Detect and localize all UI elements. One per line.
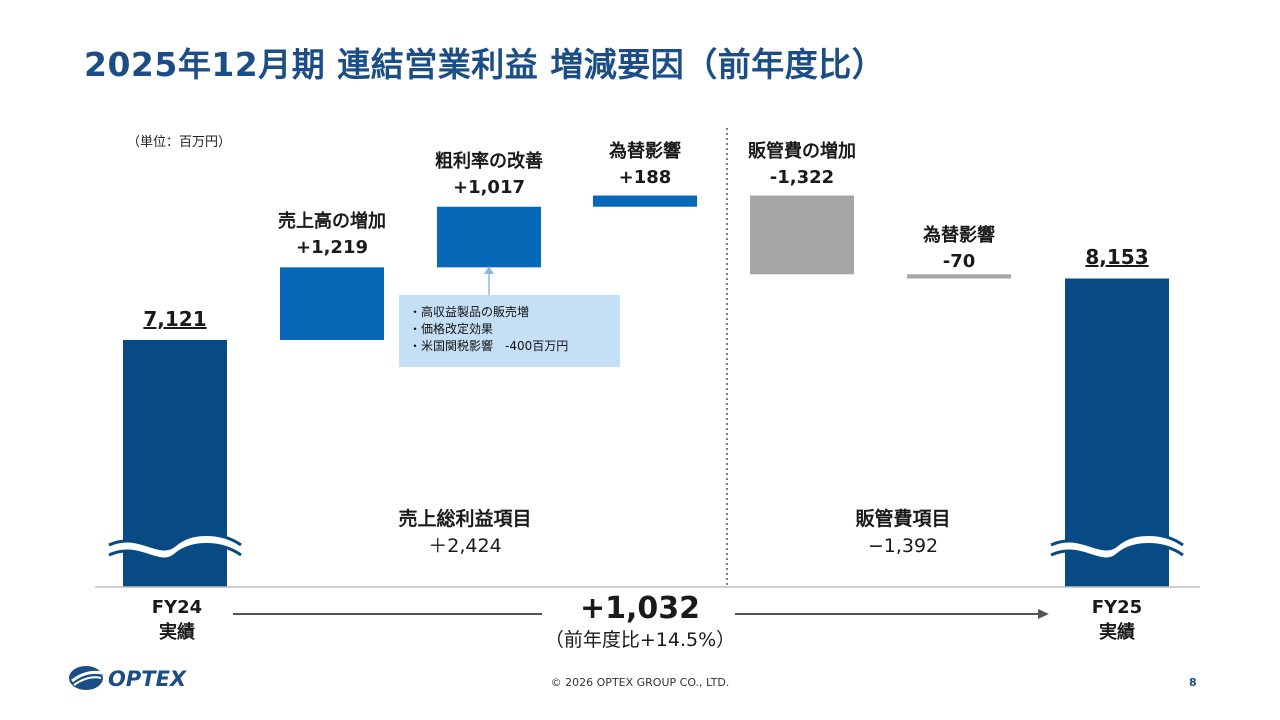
step-label-fx-gain: 為替影響 +188 (609, 139, 681, 191)
total-arrowhead (1038, 609, 1049, 619)
step-name: 為替影響 (923, 225, 995, 246)
copyright-footer: © 2026 OPTEX GROUP CO., LTD. (550, 676, 730, 689)
optex-logo-icon: OPTEX (69, 666, 188, 691)
total-change-value: +1,032 (579, 591, 701, 626)
optex-logo: OPTEX (68, 660, 218, 700)
annotation-arrowhead (484, 266, 494, 274)
group-label-sga: 販管費項目 −1,392 (855, 506, 950, 560)
fy24-value-label: 7,121 (143, 307, 207, 331)
step-name: 販管費の増加 (748, 141, 856, 162)
page-number: 8 (1189, 676, 1197, 689)
unit-label: （単位：百万円） (127, 135, 232, 150)
axis-break-line (108, 543, 242, 561)
bar-fx-gain (593, 195, 697, 207)
fy24-actual: 実績 (158, 622, 195, 643)
bar-sales-increase (280, 267, 384, 340)
axis-break-line (108, 533, 242, 551)
page-title: 2025年12月期 連結営業利益 増減要因（前年度比） (84, 45, 886, 84)
bar-margin-improvement (437, 206, 541, 268)
axis-break-line (1050, 533, 1184, 551)
step-name: 為替影響 (609, 141, 681, 162)
logo-text: OPTEX (108, 667, 188, 691)
group-name: 売上総利益項目 (398, 508, 532, 530)
step-label-fx-loss: 為替影響 -70 (923, 223, 995, 275)
note-item: ・高収益製品の販売増 (409, 305, 530, 319)
note-item: ・価格改定効果 (409, 322, 494, 336)
total-change-percent: （前年度比+14.5%） (544, 629, 736, 651)
axis-break-line (1050, 543, 1184, 561)
step-label-sales: 売上高の増加 +1,219 (278, 209, 386, 261)
fy24-year: FY24 (151, 597, 203, 618)
fy25-actual: 実績 (1098, 622, 1135, 643)
annotation-box: ・高収益製品の販売増 ・価格改定効果 ・米国関税影響 -400百万円 (399, 295, 620, 367)
axis-break-gap (107, 535, 244, 559)
step-name: 粗利率の改善 (435, 151, 543, 172)
axis-break-gap (1049, 535, 1186, 559)
bar-fx-loss (907, 274, 1011, 279)
step-value: +1,017 (452, 177, 526, 198)
bar-sga-increase (750, 195, 854, 275)
note-item: ・米国関税影響 -400百万円 (409, 339, 569, 353)
group-value: −1,392 (867, 535, 939, 557)
group-name: 販管費項目 (855, 508, 951, 530)
fy25-year: FY25 (1091, 597, 1143, 618)
step-value: +188 (618, 167, 672, 188)
step-value: -1,322 (769, 167, 835, 188)
fy25-value-label: 8,153 (1085, 245, 1149, 269)
total-change: +1,032 （前年度比+14.5%） (545, 592, 735, 654)
step-label-sga: 販管費の増加 -1,322 (748, 139, 856, 191)
fy25-axis-label: FY25 実績 (1092, 595, 1142, 645)
step-name: 売上高の増加 (278, 211, 386, 232)
group-value: ＋2,424 (428, 535, 502, 557)
step-value: +1,219 (295, 237, 369, 258)
group-label-gross-profit: 売上総利益項目 ＋2,424 (398, 506, 531, 560)
fy24-axis-label: FY24 実績 (152, 595, 202, 645)
step-label-margin: 粗利率の改善 +1,017 (435, 149, 543, 201)
step-value: -70 (942, 251, 976, 272)
